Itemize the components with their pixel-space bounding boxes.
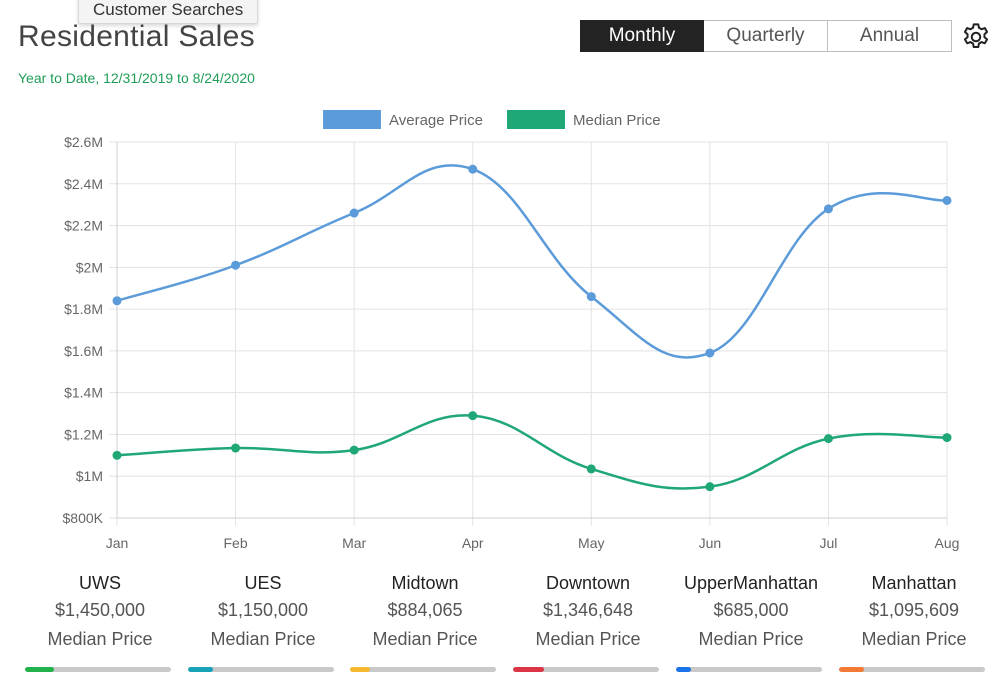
- page-title: Residential Sales: [18, 20, 255, 53]
- y-tick-label: $1M: [76, 468, 103, 484]
- period-annual-button[interactable]: Annual: [828, 20, 952, 52]
- customer-searches-tooltip: Customer Searches: [78, 0, 259, 24]
- period-quarterly-button[interactable]: Quarterly: [704, 20, 828, 52]
- data-point: [586, 292, 596, 302]
- series-line-average-price: [116, 164, 948, 359]
- neighborhood-summary: UWS $1,450,000 Median Price UES $1,150,0…: [0, 570, 1000, 680]
- neighborhood-progress-bar: [839, 667, 985, 672]
- neighborhood-progress-fill: [25, 667, 55, 672]
- x-tick-label: Jan: [106, 535, 129, 551]
- y-tick-label: $800K: [63, 510, 104, 526]
- x-tick-label: May: [578, 535, 604, 551]
- data-point: [823, 204, 833, 214]
- neighborhood-name: UpperManhattan: [683, 573, 819, 593]
- period-monthly-button[interactable]: Monthly: [580, 20, 704, 52]
- neighborhood-median-value: $685,000: [713, 600, 789, 620]
- neighborhood-progress-fill: [350, 667, 371, 672]
- y-tick-label: $2.6M: [64, 134, 103, 150]
- data-point: [942, 433, 952, 443]
- neighborhood-progress-bar: [350, 667, 496, 672]
- date-range-subtitle: Year to Date, 12/31/2019 to 8/24/2020: [18, 70, 255, 86]
- x-tick-label: Apr: [462, 535, 484, 551]
- neighborhood-name: Downtown: [545, 573, 631, 593]
- data-point: [586, 464, 596, 474]
- neighborhood-progress-fill: [513, 667, 544, 672]
- data-point: [231, 260, 241, 270]
- series-line-median-price: [116, 414, 948, 490]
- neighborhood-card-ues[interactable]: UES $1,150,000 Median Price: [188, 570, 338, 672]
- y-tick-label: $1.4M: [64, 385, 103, 401]
- neighborhood-progress-bar: [25, 667, 171, 672]
- neighborhood-progress-bar: [676, 667, 822, 672]
- legend-label: Median Price: [573, 112, 661, 129]
- data-point: [349, 208, 359, 218]
- legend-label: Average Price: [389, 112, 483, 129]
- neighborhood-name: UES: [244, 573, 282, 593]
- y-tick-label: $1.6M: [64, 343, 103, 359]
- neighborhood-caption: Median Price: [372, 629, 478, 649]
- neighborhood-progress-bar: [513, 667, 659, 672]
- period-toggle: Monthly Quarterly Annual: [580, 20, 952, 52]
- data-point: [468, 411, 478, 421]
- data-point: [112, 296, 122, 306]
- neighborhood-caption: Median Price: [861, 629, 967, 649]
- neighborhood-progress-fill: [188, 667, 213, 672]
- x-tick-label: Mar: [342, 535, 366, 551]
- legend-swatch: [323, 110, 381, 129]
- y-tick-label: $1.2M: [64, 426, 103, 442]
- y-tick-label: $1.8M: [64, 301, 103, 317]
- neighborhood-caption: Median Price: [47, 629, 153, 649]
- neighborhood-card-manhattan[interactable]: Manhattan $1,095,609 Median Price: [839, 570, 989, 672]
- neighborhood-median-value: $1,450,000: [54, 600, 146, 620]
- neighborhood-median-value: $1,150,000: [217, 600, 309, 620]
- data-point: [705, 348, 715, 358]
- data-point: [468, 164, 478, 174]
- legend-swatch: [507, 110, 565, 129]
- data-point: [823, 434, 833, 444]
- neighborhood-median-value: $1,346,648: [542, 600, 634, 620]
- y-tick-label: $2.2M: [64, 218, 103, 234]
- data-point: [942, 195, 952, 205]
- gear-icon: [963, 23, 989, 48]
- data-point: [705, 482, 715, 492]
- data-point: [112, 450, 122, 460]
- neighborhood-progress-bar: [188, 667, 334, 672]
- neighborhood-progress-fill: [676, 667, 691, 672]
- neighborhood-caption: Median Price: [535, 629, 641, 649]
- neighborhood-card-uws[interactable]: UWS $1,450,000 Median Price: [25, 570, 175, 672]
- neighborhood-progress-fill: [839, 667, 864, 672]
- x-tick-label: Feb: [224, 535, 248, 551]
- neighborhood-name: Manhattan: [871, 573, 957, 593]
- x-tick-label: Aug: [935, 535, 960, 551]
- y-tick-label: $2M: [76, 259, 103, 275]
- neighborhood-card-uppermanhattan[interactable]: UpperManhattan $685,000 Median Price: [676, 570, 826, 672]
- neighborhood-name: Midtown: [391, 573, 459, 593]
- neighborhood-name: UWS: [79, 573, 121, 593]
- settings-button[interactable]: [960, 21, 992, 53]
- neighborhood-median-value: $884,065: [387, 600, 463, 620]
- neighborhood-median-value: $1,095,609: [868, 600, 960, 620]
- neighborhood-caption: Median Price: [210, 629, 316, 649]
- x-tick-label: Jun: [699, 535, 722, 551]
- y-tick-label: $2.4M: [64, 176, 103, 192]
- x-tick-label: Jul: [819, 535, 837, 551]
- residential-sales-chart: $800K $1M $1.2M $1.4M $1.6M $1.8M $2M $2.2M $2.4…: [63, 110, 960, 551]
- neighborhood-card-downtown[interactable]: Downtown $1,346,648 Median Price: [513, 570, 663, 672]
- data-point: [231, 443, 241, 453]
- neighborhood-caption: Median Price: [698, 629, 804, 649]
- data-point: [349, 445, 359, 455]
- neighborhood-card-midtown[interactable]: Midtown $884,065 Median Price: [350, 570, 500, 672]
